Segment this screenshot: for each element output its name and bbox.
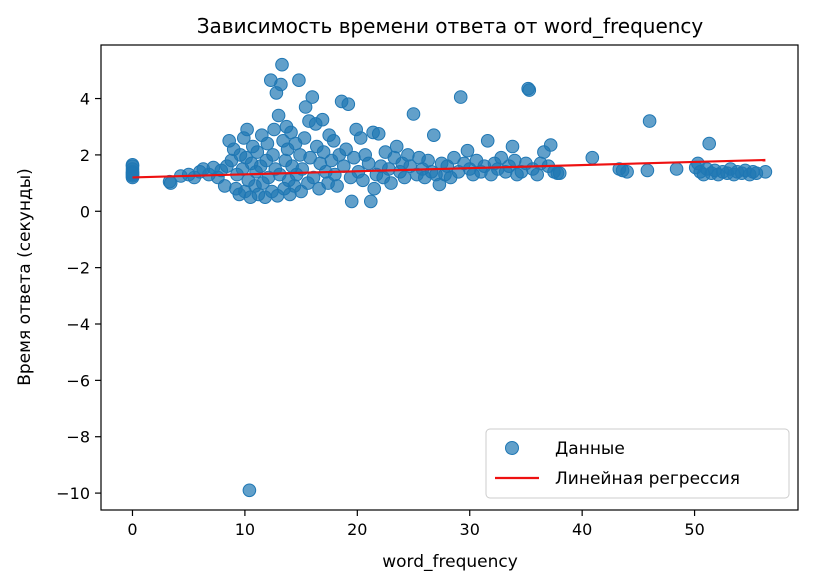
data-point bbox=[384, 176, 398, 190]
y-tick-label: 2 bbox=[80, 146, 90, 165]
data-point bbox=[543, 138, 558, 152]
data-point bbox=[367, 181, 382, 196]
data-point bbox=[242, 483, 257, 498]
data-point bbox=[397, 170, 412, 185]
data-point bbox=[522, 83, 537, 97]
data-point bbox=[339, 142, 353, 157]
y-tick-label: 4 bbox=[80, 90, 90, 109]
data-point bbox=[298, 100, 313, 114]
data-point bbox=[344, 194, 359, 209]
data-point bbox=[275, 57, 289, 72]
y-tick-label: 0 bbox=[80, 202, 90, 221]
data-point bbox=[406, 107, 421, 121]
regression-line bbox=[132, 158, 766, 179]
y-tick-label: −8 bbox=[66, 428, 90, 447]
chart-title: Зависимость времени ответа от word_frequ… bbox=[197, 14, 704, 38]
data-point bbox=[316, 145, 331, 159]
data-point bbox=[266, 148, 280, 162]
data-point bbox=[669, 162, 684, 176]
x-tick-label: 30 bbox=[460, 520, 480, 539]
data-point bbox=[306, 170, 321, 185]
data-point bbox=[240, 122, 254, 137]
data-point bbox=[460, 143, 475, 158]
data-point bbox=[507, 153, 522, 168]
legend-label-data: Данные bbox=[555, 439, 625, 459]
data-point bbox=[356, 173, 370, 188]
x-tick-label: 40 bbox=[572, 520, 592, 539]
data-point bbox=[341, 97, 356, 111]
x-tick-label: 10 bbox=[235, 520, 255, 539]
data-point bbox=[250, 145, 265, 159]
regression-line-layer bbox=[132, 158, 766, 179]
plot-frame bbox=[100, 44, 799, 511]
y-tick-label: −2 bbox=[66, 259, 90, 278]
data-point bbox=[552, 166, 567, 180]
legend-label-regression: Линейная регрессия bbox=[555, 469, 740, 489]
x-tick-label: 50 bbox=[684, 520, 704, 539]
y-tick-label: −4 bbox=[66, 315, 90, 334]
data-point bbox=[453, 90, 468, 104]
data-point bbox=[427, 128, 441, 142]
data-point bbox=[303, 150, 317, 165]
data-point bbox=[401, 148, 415, 162]
data-point bbox=[267, 122, 281, 137]
data-point bbox=[361, 156, 376, 171]
data-point bbox=[353, 131, 368, 145]
data-point bbox=[382, 162, 396, 176]
x-tick-label: 20 bbox=[347, 520, 367, 539]
data-point bbox=[702, 136, 717, 151]
x-axis-label: word_frequency bbox=[382, 552, 518, 572]
y-tick-label: −10 bbox=[56, 484, 90, 503]
x-axis-ticks: 0 10 20 30 40 50 bbox=[127, 510, 705, 539]
data-point bbox=[421, 153, 435, 168]
data-point bbox=[297, 131, 312, 145]
data-point bbox=[260, 136, 275, 151]
y-axis-ticks: −10 −8 −6 −4 −2 0 2 4 bbox=[56, 90, 101, 503]
data-point bbox=[494, 150, 509, 165]
legend-marker-data bbox=[505, 441, 519, 455]
data-point bbox=[530, 167, 545, 182]
x-tick-label: 0 bbox=[127, 520, 137, 539]
data-point bbox=[620, 165, 634, 179]
data-point bbox=[758, 165, 773, 179]
data-point bbox=[315, 112, 330, 127]
data-point bbox=[371, 127, 386, 141]
data-point bbox=[326, 134, 341, 148]
y-axis-label: Время ответа (секунды) bbox=[15, 168, 35, 386]
data-point bbox=[271, 108, 286, 123]
data-point bbox=[505, 139, 520, 154]
data-point bbox=[347, 150, 361, 165]
data-point bbox=[330, 179, 344, 193]
data-point bbox=[480, 134, 495, 148]
plot-area bbox=[125, 57, 773, 498]
data-point bbox=[642, 114, 657, 128]
legend-box bbox=[485, 428, 790, 499]
data-point bbox=[217, 179, 232, 193]
data-point bbox=[305, 90, 320, 104]
data-point bbox=[447, 150, 461, 165]
data-point bbox=[640, 163, 655, 178]
legend: Данные Линейная регрессия bbox=[485, 428, 790, 499]
data-point bbox=[292, 73, 306, 87]
data-point bbox=[364, 194, 378, 209]
y-tick-label: −6 bbox=[66, 371, 90, 390]
data-point bbox=[585, 150, 600, 165]
data-point bbox=[389, 139, 404, 154]
data-point bbox=[274, 77, 288, 92]
